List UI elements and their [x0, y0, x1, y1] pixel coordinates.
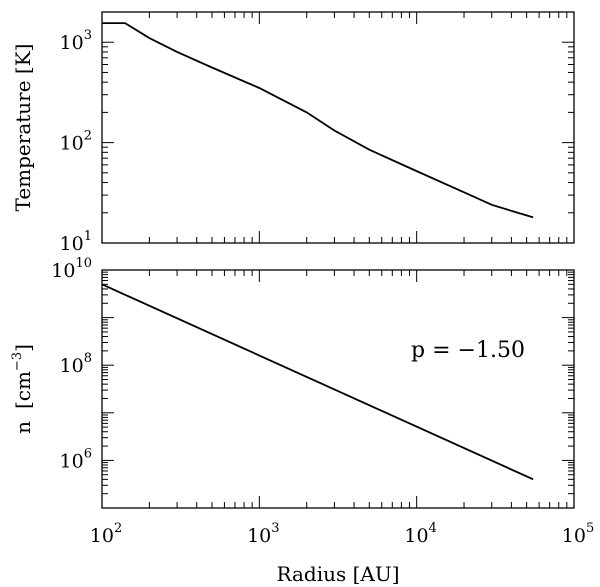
- tick-label-exponent: 8: [84, 351, 92, 366]
- y-tick-label: 101: [60, 229, 92, 255]
- tick-label-exponent: 2: [84, 129, 92, 144]
- plot-frame: [101, 269, 575, 509]
- x-tick-label: 103: [247, 521, 279, 547]
- temperature-axis-title: Temperature [K]: [11, 44, 35, 212]
- tick-label-exponent: 5: [586, 521, 594, 536]
- tick-label-exponent: 6: [84, 446, 92, 461]
- x-tick-label: 104: [404, 521, 436, 547]
- tick-label-base: 10: [404, 525, 428, 547]
- tick-label-base: 10: [60, 450, 84, 472]
- tick-label-exponent: 4: [429, 521, 437, 536]
- tick-label-exponent: 3: [84, 28, 92, 43]
- tick-label-base: 10: [562, 525, 586, 547]
- plot-frame: [101, 11, 575, 244]
- tick-label-base: 10: [247, 525, 271, 547]
- tick-label-base: 10: [90, 525, 114, 547]
- tick-label-base: 10: [60, 32, 84, 54]
- density-axis-unit-close: ]: [11, 344, 35, 352]
- data-curve: [101, 283, 534, 481]
- tick-label-base: 10: [60, 355, 84, 377]
- y-tick-label: 108: [60, 351, 92, 377]
- x-tick-label: 102: [90, 521, 122, 547]
- y-tick-label: 1010: [51, 256, 92, 282]
- density-axis-symbol: n: [11, 421, 35, 434]
- density-axis-unit-exponent: −3: [10, 352, 25, 371]
- radius-axis-title: Radius [AU]: [276, 562, 399, 586]
- y-tick-label: 106: [60, 446, 92, 472]
- y-tick-label: 103: [60, 28, 92, 54]
- tick-label-exponent: 1: [84, 229, 92, 244]
- tick-label-base: 10: [60, 233, 84, 255]
- density-axis-unit: [cm: [11, 371, 35, 409]
- data-curve: [102, 22, 534, 219]
- tick-label-base: 10: [60, 133, 84, 155]
- tick-label-exponent: 2: [114, 521, 122, 536]
- tick-label-base: 10: [51, 260, 75, 282]
- power-law-annotation: p = −1.50: [411, 338, 525, 363]
- tick-label-exponent: 10: [75, 256, 92, 271]
- x-tick-label: 105: [562, 521, 594, 547]
- tick-label-exponent: 3: [271, 521, 279, 536]
- density-axis-title: n [cm−3]: [10, 344, 35, 434]
- y-tick-label: 102: [60, 129, 92, 155]
